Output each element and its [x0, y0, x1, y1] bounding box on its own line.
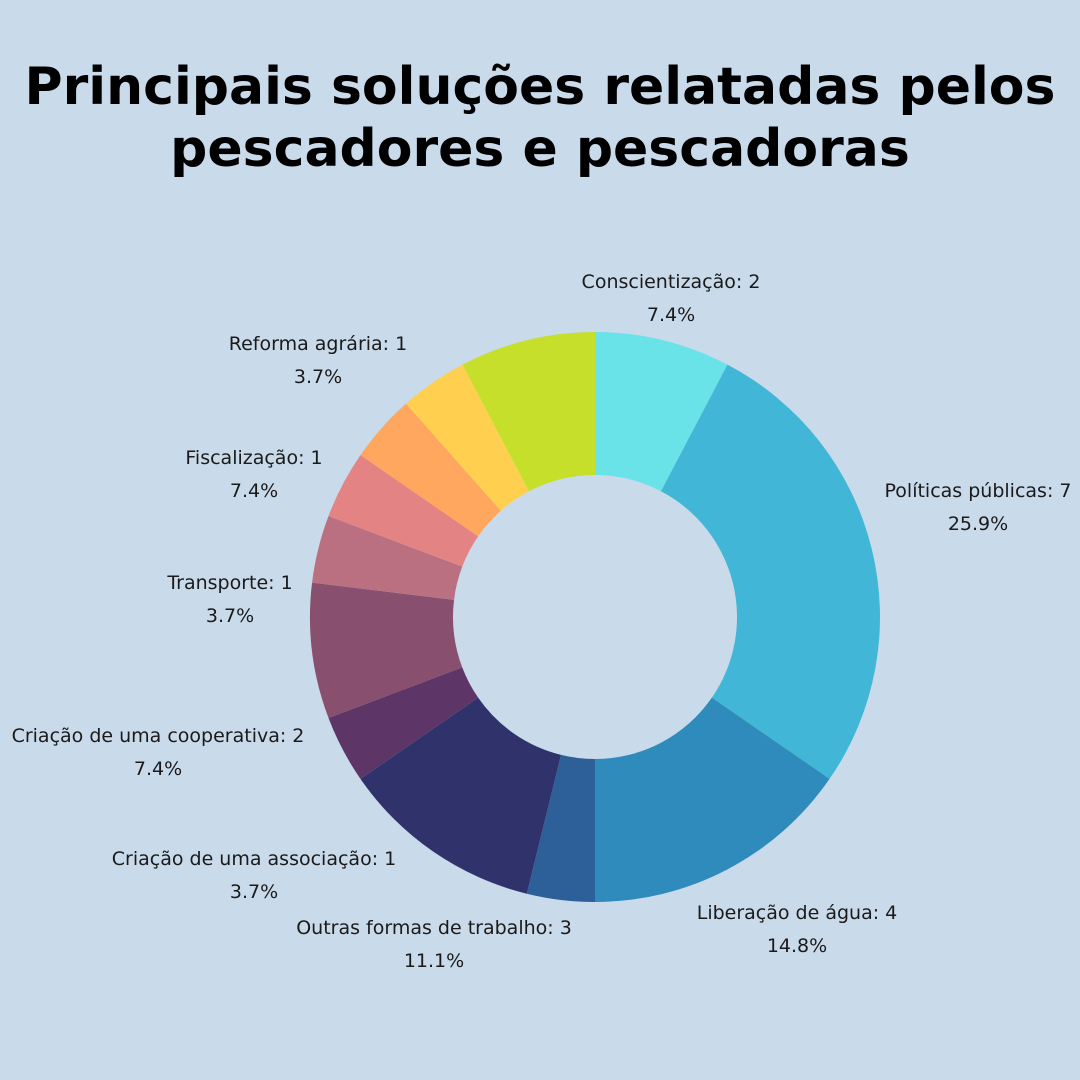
donut-slice-10: [360, 403, 501, 537]
donut-slice-1: [595, 332, 728, 492]
donut-slice-9: [328, 455, 479, 567]
slice-label-5: Outras formas de trabalho: 3: [296, 917, 572, 939]
donut-slice-4: [526, 754, 595, 903]
chart-title: Principais soluções relatadas pelos pesc…: [0, 56, 1080, 180]
slice-label-7: Criação de uma cooperativa: 2: [12, 725, 305, 747]
donut-slice-3: [595, 697, 830, 902]
donut-slice-7: [310, 582, 463, 719]
slice-percent-9: 7.4%: [230, 480, 278, 502]
chart-title-line-1: Principais soluções relatadas pelos: [24, 57, 1056, 117]
slice-percent-1: 7.4%: [647, 304, 695, 326]
slice-percent-5: 11.1%: [404, 950, 464, 972]
donut-slice-8: [312, 515, 463, 600]
donut-slice-12: [462, 332, 595, 492]
slice-label-2: Políticas públicas: 7: [885, 480, 1072, 502]
donut-slice-2: [660, 364, 880, 779]
slice-percent-8: 3.7%: [206, 605, 254, 627]
chart-title-line-2: pescadores e pescadoras: [170, 119, 910, 179]
slice-label-8: Transporte: 1: [166, 572, 292, 594]
slice-label-9: Fiscalização: 1: [185, 447, 322, 469]
slice-percent-7: 7.4%: [134, 758, 182, 780]
donut-slice-11: [406, 364, 530, 511]
slice-percent-3: 14.8%: [767, 935, 827, 957]
slice-label-1: Conscientização: 2: [582, 271, 761, 293]
slice-label-3: Liberação de água: 4: [697, 902, 898, 924]
donut-slice-5: [360, 697, 562, 894]
slice-percent-11: 3.7%: [294, 366, 342, 388]
slice-label-11: Reforma agrária: 1: [229, 333, 407, 355]
slice-label-6: Criação de uma associação: 1: [112, 848, 396, 870]
slice-percent-6: 3.7%: [230, 881, 278, 903]
donut-slice-6: [328, 667, 479, 779]
slice-percent-2: 25.9%: [948, 513, 1008, 535]
